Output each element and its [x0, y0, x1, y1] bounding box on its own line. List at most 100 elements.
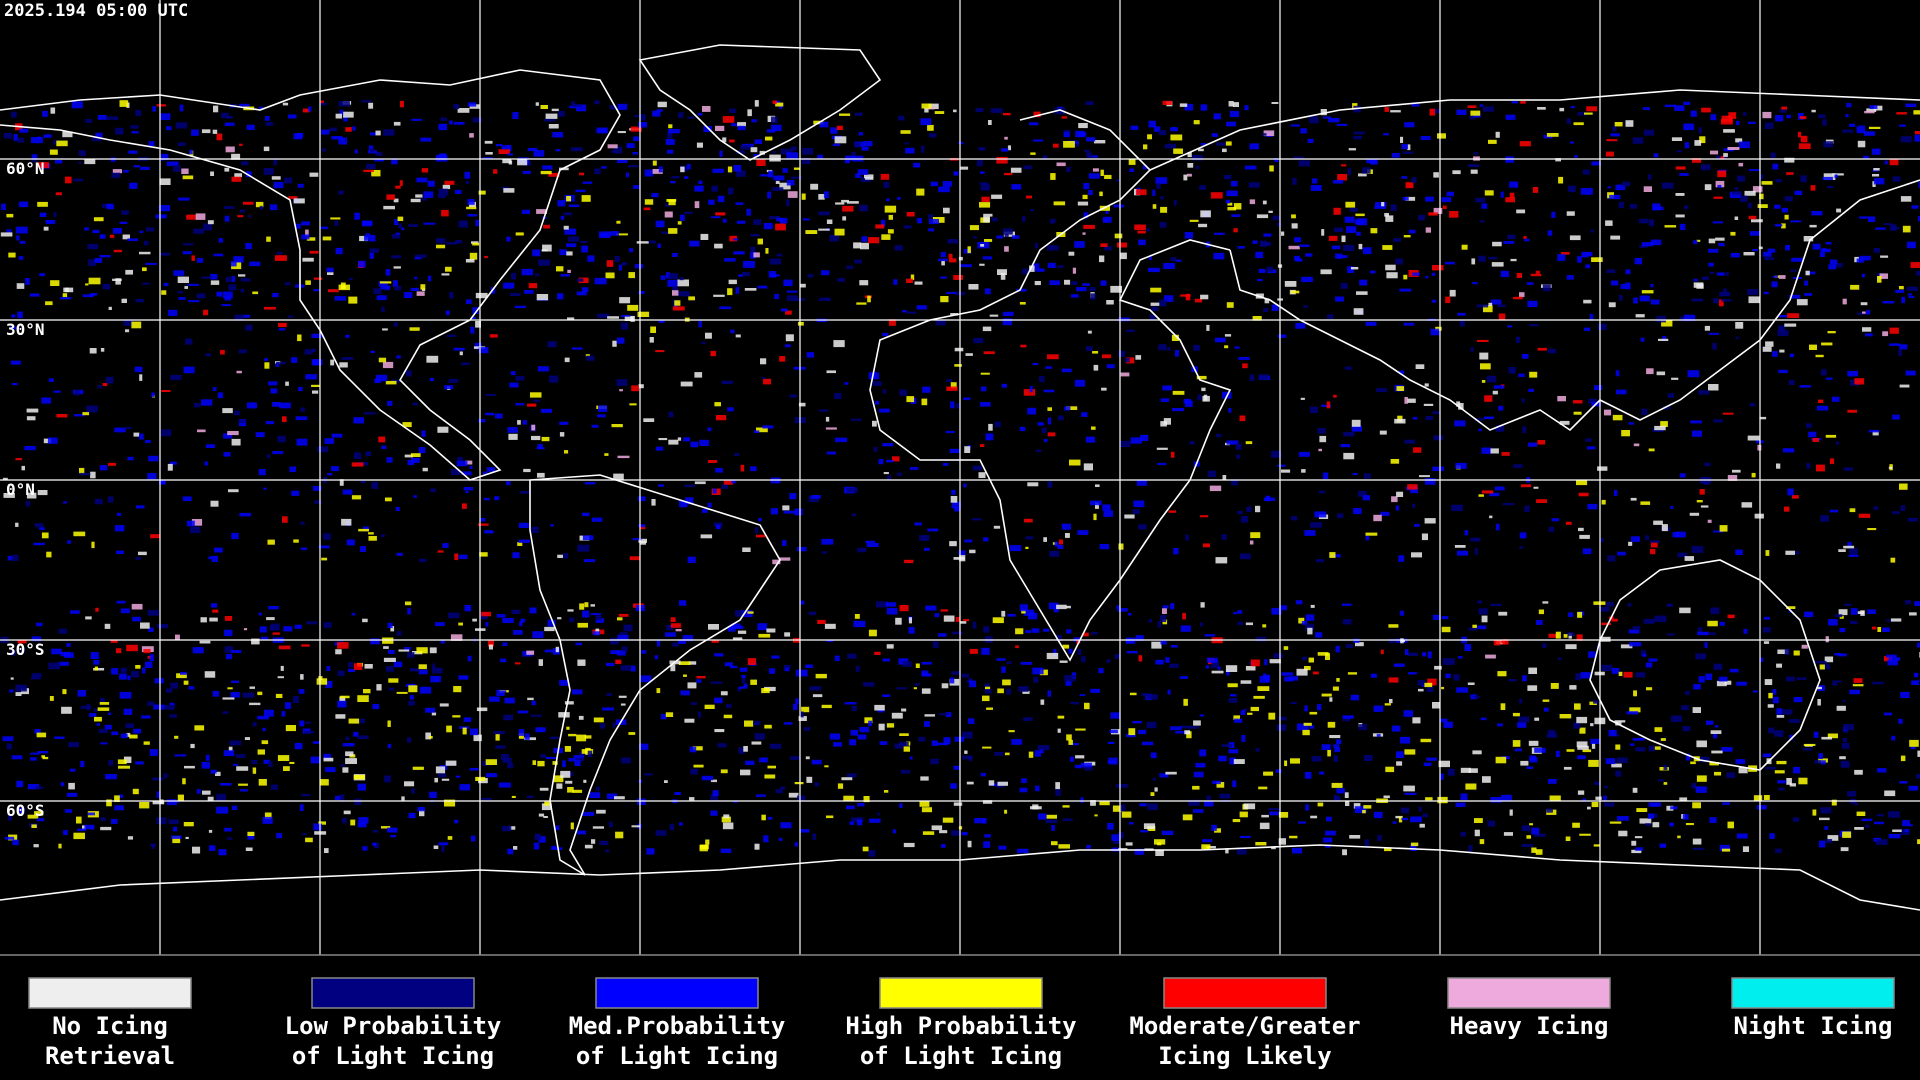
icing-pixel [1621, 430, 1630, 437]
icing-pixel [102, 283, 111, 290]
icing-pixel [704, 704, 715, 709]
icing-pixel [951, 671, 960, 675]
icing-pixel [973, 338, 984, 344]
icing-pixel [1277, 334, 1287, 338]
icing-pixel [1625, 269, 1631, 275]
icing-pixel [1301, 276, 1313, 283]
icing-pixel [1429, 108, 1436, 116]
icing-pixel [1892, 176, 1901, 182]
icing-pixel [1433, 172, 1439, 178]
icing-pixel [950, 382, 957, 389]
icing-pixel [1717, 184, 1722, 188]
icing-pixel [1276, 724, 1287, 731]
icing-pixel [31, 636, 42, 642]
icing-pixel [715, 468, 723, 473]
icing-pixel [1408, 672, 1417, 675]
icing-pixel [533, 399, 540, 402]
icing-pixel [16, 283, 25, 289]
icing-pixel [1628, 629, 1640, 634]
icing-pixel [1231, 479, 1239, 486]
icing-pixel [1603, 795, 1607, 801]
icing-pixel [1785, 245, 1790, 251]
icing-pixel [1582, 169, 1590, 175]
icing-pixel [369, 248, 379, 253]
icing-pixel [1741, 502, 1753, 508]
icing-pixel [445, 266, 452, 272]
icing-pixel [1720, 118, 1733, 125]
icing-pixel [1898, 718, 1903, 724]
icing-pixel [907, 311, 917, 314]
icing-pixel [1542, 284, 1551, 292]
icing-pixel [1086, 152, 1093, 158]
icing-pixel [302, 108, 310, 113]
icing-pixel [1318, 448, 1322, 452]
icing-pixel [302, 257, 314, 262]
icing-pixel [1353, 508, 1362, 515]
icing-pixel [542, 244, 552, 252]
icing-pixel [1401, 817, 1409, 821]
icing-pixel [174, 735, 179, 739]
icing-pixel [324, 848, 329, 853]
icing-pixel [189, 526, 201, 534]
icing-pixel [125, 269, 133, 275]
icing-pixel [1838, 653, 1847, 657]
icing-pixel [1772, 275, 1778, 278]
icing-pixel [494, 496, 500, 501]
icing-pixel [139, 802, 150, 809]
icing-pixel [1364, 839, 1370, 847]
icing-pixel [962, 731, 973, 739]
icing-pixel [465, 460, 473, 465]
icing-pixel [1570, 141, 1575, 144]
icing-pixel [357, 735, 369, 740]
icing-pixel [1405, 182, 1414, 189]
icing-pixel [1004, 809, 1008, 814]
icing-pixel [365, 451, 372, 457]
icing-pixel [1618, 201, 1624, 209]
icing-pixel [1172, 390, 1185, 395]
icing-pixel [688, 661, 697, 665]
icing-pixel [34, 729, 41, 734]
icing-pixel [1411, 503, 1415, 508]
icing-pixel [1224, 345, 1229, 349]
icing-pixel [1033, 263, 1040, 269]
icing-pixel [1749, 403, 1756, 407]
icing-pixel [1821, 736, 1832, 740]
icing-pixel [1464, 530, 1469, 536]
icing-pixel [244, 737, 250, 740]
icing-pixel [1684, 556, 1694, 561]
icing-pixel [510, 293, 521, 296]
icing-pixel [683, 674, 687, 677]
icing-pixel [437, 550, 444, 553]
icing-pixel [1009, 545, 1022, 552]
icing-pixel [1446, 191, 1454, 197]
legend-label: High Probability [845, 1012, 1076, 1040]
icing-pixel [1899, 286, 1904, 290]
icing-pixel [1786, 114, 1791, 119]
icing-pixel [1264, 659, 1268, 666]
icing-pixel [1614, 122, 1623, 127]
icing-pixel [1789, 353, 1795, 358]
icing-pixel [658, 166, 663, 173]
icing-pixel [429, 735, 433, 739]
icing-pixel [1546, 133, 1559, 137]
icing-pixel [1591, 802, 1599, 808]
icing-pixel [696, 142, 703, 148]
icing-pixel [1011, 184, 1022, 190]
icing-pixel [1401, 176, 1408, 179]
icing-pixel [1294, 237, 1301, 243]
icing-pixel [229, 740, 242, 746]
icing-pixel [948, 258, 957, 263]
icing-pixel [502, 618, 514, 623]
icing-pixel [385, 497, 392, 502]
icing-pixel [21, 686, 26, 691]
icing-pixel [205, 444, 216, 448]
icing-pixel [279, 402, 291, 409]
icing-pixel [1490, 797, 1502, 803]
legend-label: Heavy Icing [1450, 1012, 1609, 1040]
icing-pixel [589, 792, 601, 799]
icing-pixel [1517, 722, 1527, 728]
icing-pixel [877, 812, 881, 816]
icing-pixel [834, 228, 845, 236]
icing-pixel [218, 238, 223, 243]
icing-pixel [32, 673, 42, 677]
